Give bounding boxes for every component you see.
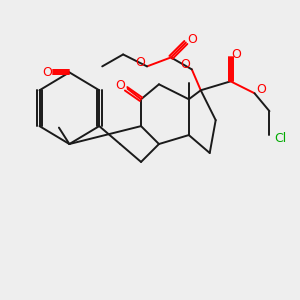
Text: O: O: [115, 79, 125, 92]
Text: O: O: [187, 33, 197, 46]
Text: O: O: [136, 56, 146, 69]
Text: O: O: [256, 83, 266, 96]
Text: O: O: [232, 48, 242, 61]
Text: O: O: [180, 58, 190, 71]
Text: Cl: Cl: [274, 132, 286, 145]
Text: O: O: [42, 66, 52, 79]
